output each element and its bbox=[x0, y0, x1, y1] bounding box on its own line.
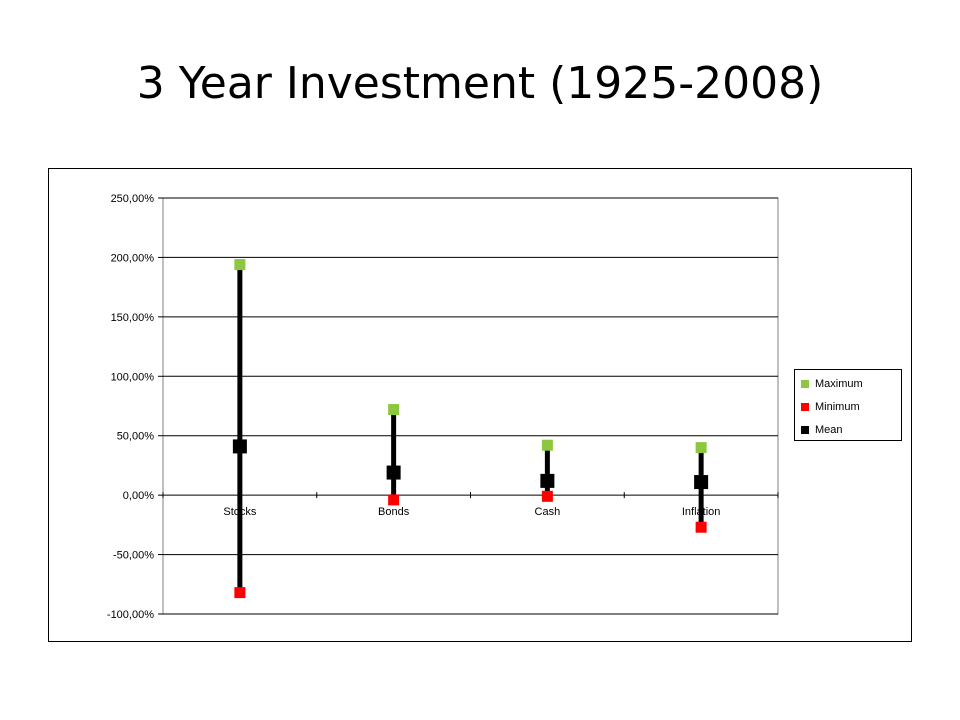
mean-marker-cash bbox=[540, 473, 555, 488]
legend-label-maximum: Maximum bbox=[815, 378, 863, 390]
y-tick-label: 150,00% bbox=[111, 312, 155, 324]
legend-item-maximum: Maximum bbox=[801, 377, 863, 391]
chart-legend: Maximum Minimum Mean bbox=[794, 369, 902, 441]
minimum-marker-bonds bbox=[388, 494, 400, 506]
y-tick-label: 50,00% bbox=[117, 431, 155, 443]
legend-label-minimum: Minimum bbox=[815, 401, 860, 413]
legend-item-mean: Mean bbox=[801, 423, 843, 437]
slide-title: 3 Year Investment (1925-2008) bbox=[136, 58, 824, 109]
legend-swatch-mean bbox=[801, 426, 809, 434]
legend-label-mean: Mean bbox=[815, 424, 843, 436]
x-tick-label: Inflation bbox=[682, 506, 721, 518]
range-chart: 250,00% 200,00% 150,00% 100,00% 50,00% 0,00% -… bbox=[107, 193, 779, 621]
maximum-marker-cash bbox=[541, 439, 553, 451]
legend-swatch-maximum bbox=[801, 380, 809, 388]
y-tick-label: 200,00% bbox=[111, 252, 155, 264]
maximum-marker-stocks bbox=[234, 259, 246, 271]
x-tick-label: Stocks bbox=[223, 506, 257, 518]
mean-marker-inflation bbox=[694, 475, 709, 490]
y-tick-label: 0,00% bbox=[123, 490, 154, 502]
minimum-marker-inflation bbox=[695, 521, 707, 533]
legend-swatch-minimum bbox=[801, 403, 809, 411]
y-tick-label: 250,00% bbox=[111, 193, 155, 205]
mean-marker-stocks bbox=[232, 439, 247, 454]
plot-area bbox=[162, 197, 779, 615]
maximum-marker-bonds bbox=[388, 404, 400, 416]
y-tick-label: 100,00% bbox=[111, 371, 155, 383]
x-tick-label: Cash bbox=[535, 506, 561, 518]
x-tick-label: Bonds bbox=[378, 506, 410, 518]
maximum-marker-inflation bbox=[695, 442, 707, 454]
minimum-marker-stocks bbox=[234, 587, 246, 599]
y-tick-label: -50,00% bbox=[113, 550, 154, 562]
minimum-marker-cash bbox=[541, 490, 553, 502]
y-tick-label: -100,00% bbox=[107, 609, 154, 621]
legend-item-minimum: Minimum bbox=[801, 400, 860, 414]
mean-marker-bonds bbox=[386, 465, 401, 480]
chart-frame: 250,00% 200,00% 150,00% 100,00% 50,00% 0,00% -… bbox=[48, 168, 912, 642]
